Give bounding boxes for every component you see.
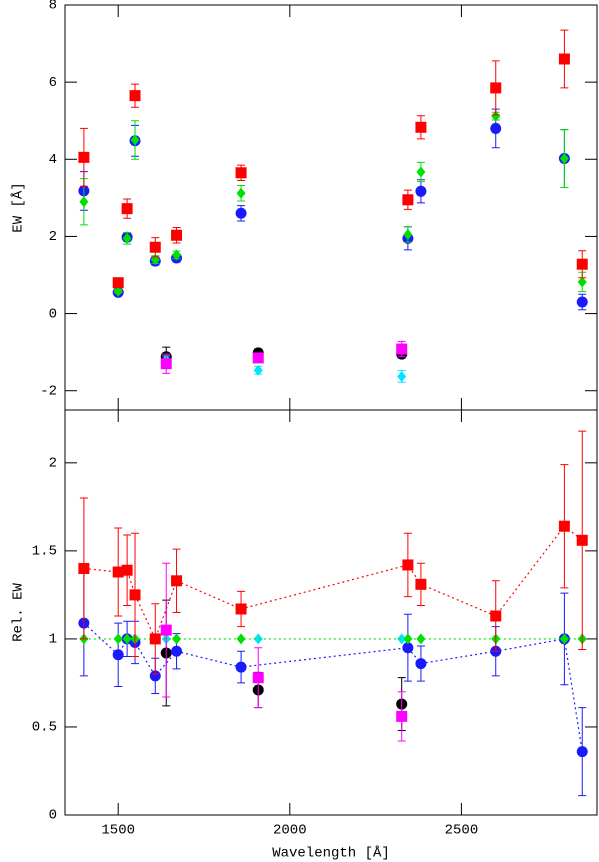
marker xyxy=(415,658,427,670)
marker xyxy=(149,241,161,253)
marker xyxy=(129,90,141,102)
marker xyxy=(402,642,414,654)
marker xyxy=(78,151,90,163)
y-tick-label: 1 xyxy=(49,632,57,648)
marker xyxy=(160,358,172,370)
marker xyxy=(490,82,502,94)
marker xyxy=(112,277,124,289)
marker xyxy=(172,633,182,645)
marker xyxy=(576,296,588,308)
marker xyxy=(576,746,588,758)
marker xyxy=(149,633,161,645)
y-tick-label: 6 xyxy=(49,75,57,91)
x-tick-label: 2000 xyxy=(273,823,307,839)
marker xyxy=(129,589,141,601)
marker xyxy=(415,578,427,590)
marker xyxy=(576,258,588,270)
marker xyxy=(236,187,246,199)
y-axis-label: EW [Å] xyxy=(10,182,27,232)
x-axis-label: Wavelength [Å] xyxy=(272,845,390,862)
marker xyxy=(577,276,587,288)
x-tick-label: 2500 xyxy=(445,823,479,839)
marker xyxy=(112,649,124,661)
marker xyxy=(558,53,570,65)
marker xyxy=(113,633,123,645)
marker xyxy=(252,352,264,364)
marker xyxy=(396,710,408,722)
plot-frame xyxy=(64,4,598,411)
y-tick-label: 0 xyxy=(49,306,57,322)
marker xyxy=(171,229,183,241)
y-tick-label: 0 xyxy=(49,808,57,824)
marker xyxy=(252,672,264,684)
marker xyxy=(397,370,407,382)
marker xyxy=(558,520,570,532)
marker xyxy=(253,364,263,376)
y-tick-label: 4 xyxy=(49,152,57,168)
marker xyxy=(172,249,182,261)
marker xyxy=(415,185,427,197)
marker xyxy=(559,153,569,165)
marker xyxy=(402,194,414,206)
marker xyxy=(112,566,124,578)
y-tick-label: 2 xyxy=(49,229,57,245)
marker xyxy=(79,196,89,208)
plot-frame xyxy=(64,409,598,816)
marker xyxy=(171,645,183,657)
x-tick-label: 1500 xyxy=(101,823,135,839)
y-tick-label: 0.5 xyxy=(32,720,57,736)
marker xyxy=(559,633,569,645)
marker xyxy=(121,564,133,576)
marker xyxy=(396,343,408,355)
marker xyxy=(149,670,161,682)
marker xyxy=(235,603,247,615)
y-tick-label: -2 xyxy=(40,383,57,399)
y-tick-label: 1.5 xyxy=(32,544,57,560)
marker xyxy=(235,207,247,219)
marker xyxy=(415,121,427,133)
marker xyxy=(416,633,426,645)
marker xyxy=(171,575,183,587)
marker xyxy=(113,285,123,297)
marker xyxy=(160,624,172,636)
marker xyxy=(236,633,246,645)
marker xyxy=(403,229,413,240)
marker xyxy=(253,633,263,645)
marker xyxy=(491,110,501,122)
y-tick-label: 2 xyxy=(49,456,57,472)
y-axis-label: Rel. EW xyxy=(11,582,27,641)
marker xyxy=(490,610,502,622)
y-tick-label: 8 xyxy=(49,0,57,14)
marker xyxy=(576,534,588,546)
marker xyxy=(235,167,247,179)
marker xyxy=(402,559,414,571)
marker xyxy=(235,661,247,673)
marker xyxy=(490,122,502,134)
series-line xyxy=(83,525,583,641)
marker xyxy=(397,633,407,645)
marker xyxy=(121,203,133,215)
marker xyxy=(122,232,132,244)
marker xyxy=(78,562,90,574)
marker xyxy=(416,166,426,178)
marker xyxy=(130,134,140,146)
marker xyxy=(122,633,132,645)
marker xyxy=(403,633,413,645)
